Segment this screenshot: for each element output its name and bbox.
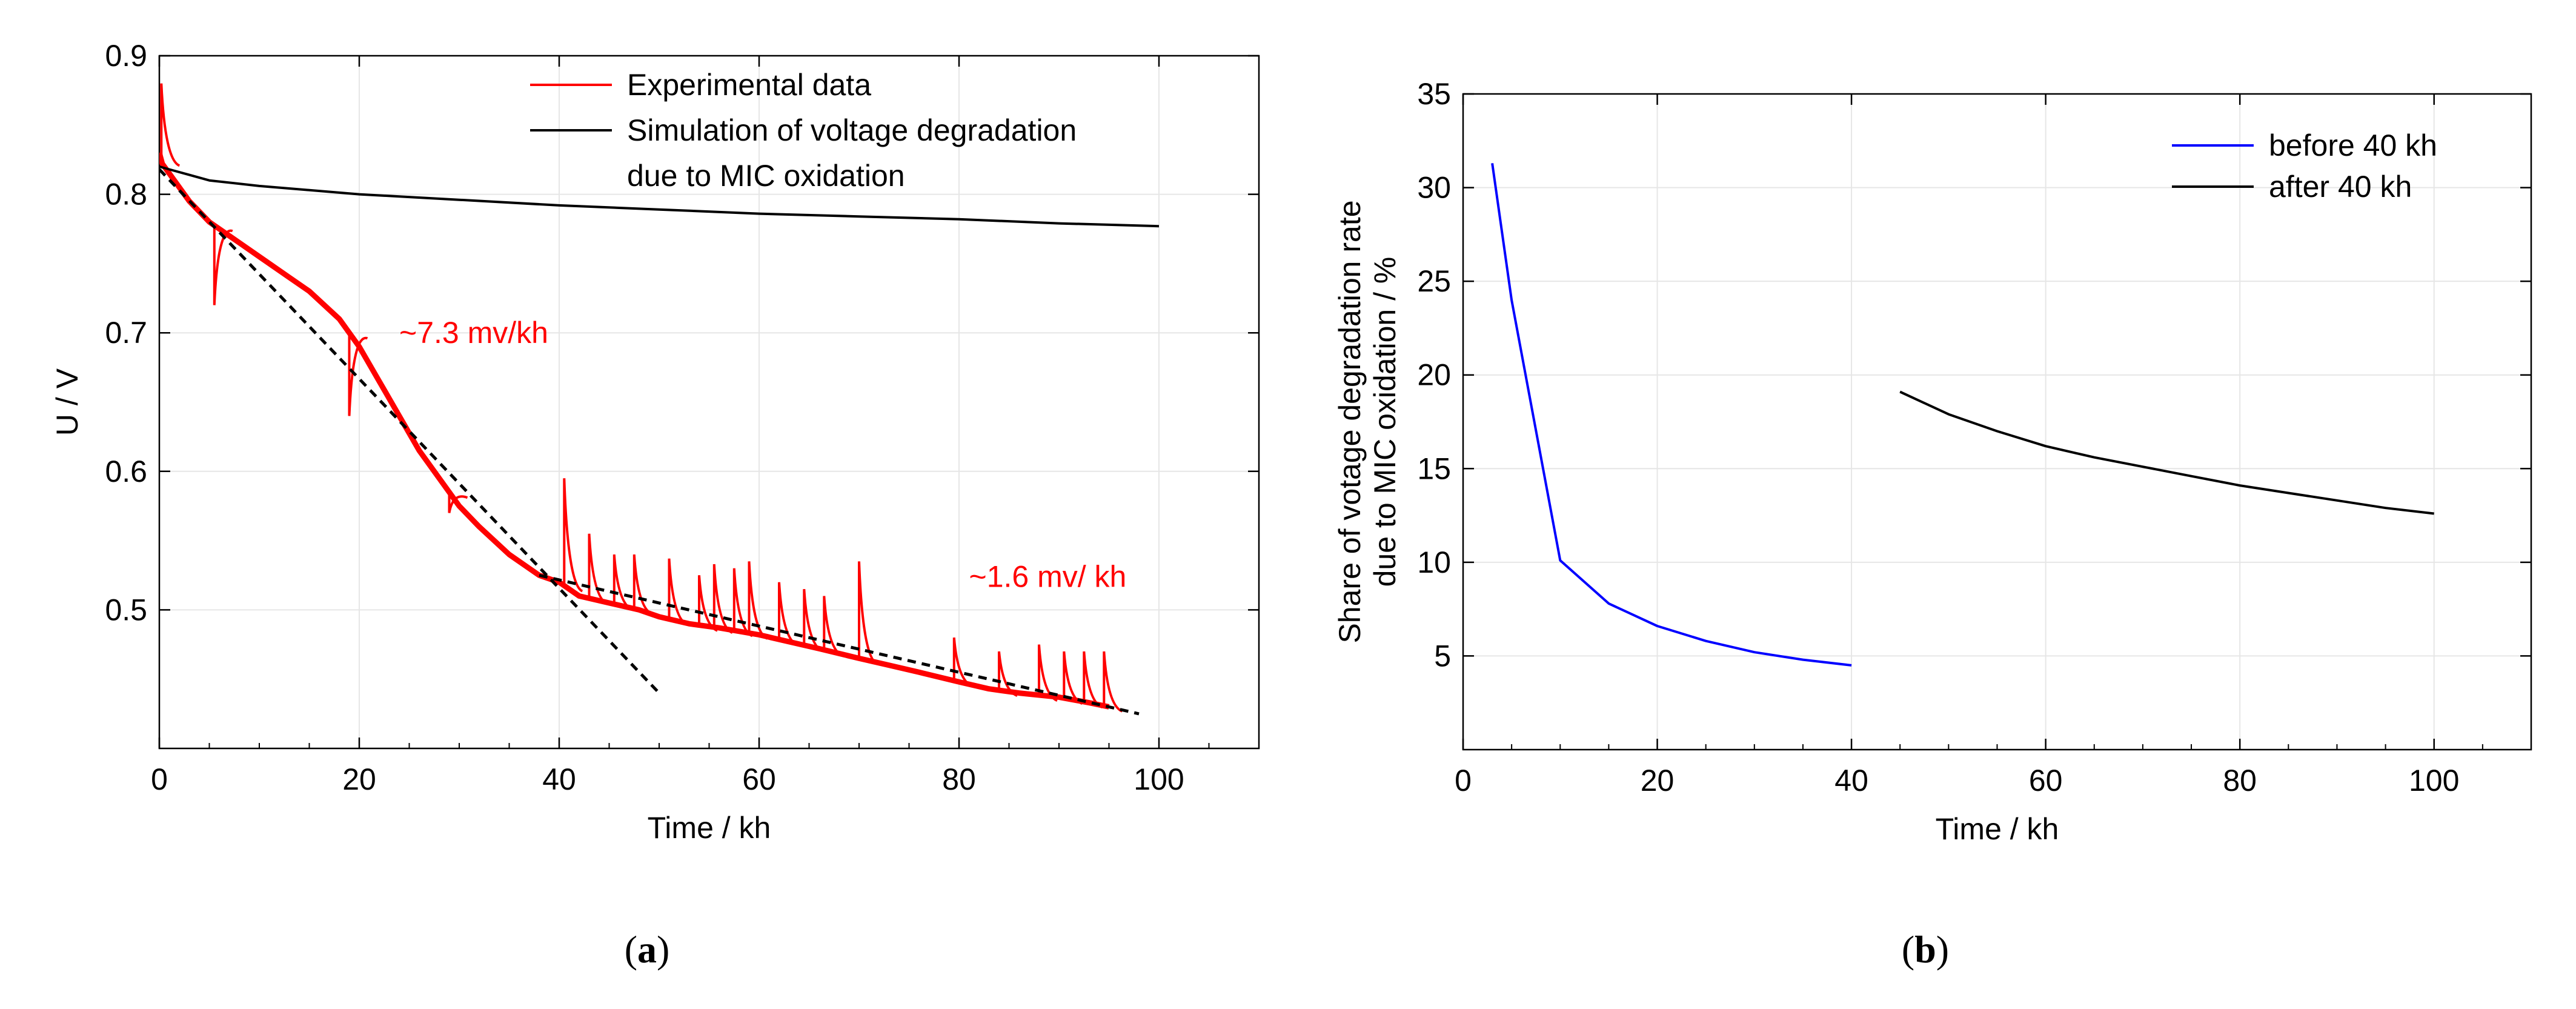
chart-panel-b: 0 20 40 60 80 100 5 10 15 20 25 30 35 Time / kh Share … bbox=[1333, 77, 2532, 846]
data-spike bbox=[348, 333, 368, 416]
caption-b: (b) bbox=[1901, 928, 1950, 971]
data-spike bbox=[998, 651, 1018, 697]
y-axis-label-line2: due to MIC oxidation / % bbox=[1368, 257, 1402, 587]
x-tick-label: 0 bbox=[1455, 764, 1472, 798]
y-axis-label: Share of votage degradation rate bbox=[1333, 200, 1367, 643]
y-axis-label: U / V bbox=[50, 368, 84, 436]
caption-a: (a) bbox=[624, 928, 670, 971]
series-line-after-40-kh bbox=[1899, 390, 2434, 515]
y-tick-label: 10 bbox=[1417, 545, 1451, 579]
series-line-simulation-of-voltage-degradation-due-to-mic-oxidation bbox=[159, 165, 1160, 228]
legend-label: Simulation of voltage degradation bbox=[627, 113, 1077, 147]
x-tick-label: 60 bbox=[742, 762, 776, 796]
x-tick-label: 80 bbox=[942, 762, 976, 796]
annotation-label: ~7.3 mv/kh bbox=[399, 316, 548, 350]
data-spike bbox=[712, 564, 733, 634]
data-spike bbox=[588, 533, 608, 605]
series-line-fit-1-6-mv-kh bbox=[539, 573, 1140, 716]
legend-label: after 40 kh bbox=[2269, 170, 2412, 204]
series-line-before-40-kh bbox=[1491, 163, 1852, 667]
series-line-fit-7-3-mv-kh bbox=[159, 168, 660, 694]
plot-area bbox=[159, 83, 1160, 716]
data-spike bbox=[632, 554, 653, 616]
legend-label-line2: due to MIC oxidation bbox=[627, 159, 905, 193]
data-spike bbox=[1063, 651, 1083, 705]
x-tick-label: 60 bbox=[2029, 764, 2063, 798]
y-tick-label: 0.7 bbox=[105, 316, 147, 350]
y-tick-label: 15 bbox=[1417, 451, 1451, 485]
annotation-label: ~1.6 mv/ kh bbox=[969, 560, 1127, 594]
x-tick-label: 20 bbox=[342, 762, 376, 796]
data-spike bbox=[1038, 644, 1058, 702]
series-line-experimental-data bbox=[159, 152, 1110, 710]
x-axis-label: Time / kh bbox=[1936, 812, 2059, 846]
y-tick-label: 0.5 bbox=[105, 593, 147, 627]
x-tick-label: 80 bbox=[2223, 764, 2257, 798]
y-tick-label: 20 bbox=[1417, 358, 1451, 392]
data-spike bbox=[778, 582, 798, 647]
data-spike bbox=[448, 492, 468, 513]
data-spike bbox=[732, 568, 753, 638]
data-spike bbox=[160, 83, 181, 167]
y-tick-label: 35 bbox=[1417, 77, 1451, 111]
plot-area bbox=[1491, 163, 2434, 667]
data-spike bbox=[698, 575, 718, 632]
data-spike bbox=[1103, 651, 1123, 713]
data-spike bbox=[213, 225, 233, 305]
data-spike bbox=[612, 554, 633, 611]
y-tick-label: 0.6 bbox=[105, 455, 147, 488]
x-tick-label: 100 bbox=[1134, 762, 1184, 796]
data-spike bbox=[563, 478, 583, 593]
y-tick-label: 30 bbox=[1417, 171, 1451, 205]
y-tick-label: 0.8 bbox=[105, 178, 147, 211]
data-spike bbox=[1083, 651, 1103, 709]
data-spike bbox=[748, 561, 768, 640]
x-tick-label: 100 bbox=[2409, 764, 2459, 798]
y-tick-label: 5 bbox=[1434, 639, 1451, 673]
x-tick-label: 40 bbox=[542, 762, 576, 796]
x-tick-label: 0 bbox=[151, 762, 168, 796]
x-tick-label: 40 bbox=[1834, 764, 1868, 798]
x-axis-label: Time / kh bbox=[648, 811, 771, 845]
legend-label: Experimental data bbox=[627, 68, 871, 102]
legend-label: before 40 kh bbox=[2269, 128, 2437, 162]
y-tick-label: 0.9 bbox=[105, 39, 147, 73]
data-spike bbox=[803, 588, 823, 652]
data-spike bbox=[952, 637, 973, 688]
data-spike bbox=[668, 558, 688, 626]
y-tick-label: 25 bbox=[1417, 264, 1451, 298]
data-spike bbox=[858, 561, 878, 665]
chart-panel-a: 0 20 40 60 80 100 0.5 0.6 0.7 0.8 0.9 Time / kh U / … bbox=[50, 39, 1260, 845]
x-tick-label: 20 bbox=[1641, 764, 1675, 798]
data-spike bbox=[823, 596, 843, 657]
